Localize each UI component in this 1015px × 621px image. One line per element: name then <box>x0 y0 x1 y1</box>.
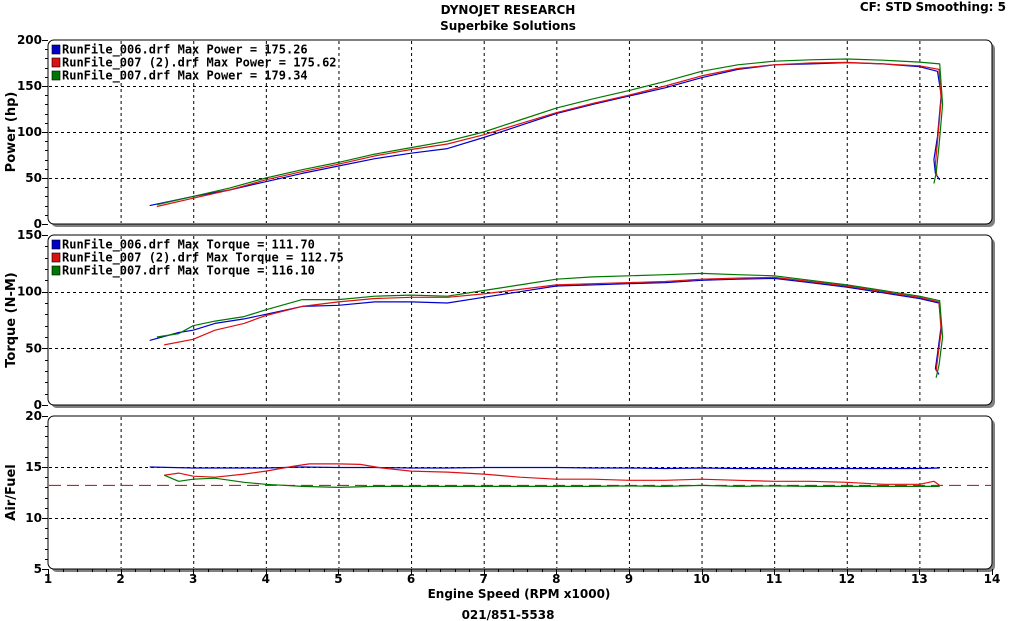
power-legend-entry: RunFile_006.drf Max Power = 175.26 <box>62 43 308 58</box>
torque-legend-swatch <box>51 265 61 276</box>
footer-phone: 021/851-5538 <box>462 608 555 621</box>
chart-title: DYNOJET RESEARCH <box>441 3 576 17</box>
power-ytick-label: 100 <box>17 125 42 139</box>
x-tick-label: 5 <box>334 572 342 586</box>
x-tick-label: 14 <box>984 572 1001 586</box>
airfuel-ytick-label: 5 <box>34 562 42 576</box>
power-ytick-label: 200 <box>17 33 42 47</box>
power-series-run_007 <box>156 58 944 206</box>
torque-ytick-label: 0 <box>34 398 42 412</box>
airfuel-ytick-label: 10 <box>25 511 42 525</box>
x-tick-label: 10 <box>693 572 710 586</box>
x-tick-label: 9 <box>625 572 633 586</box>
x-tick-label: 4 <box>262 572 270 586</box>
torque-series-run_007 <box>156 272 944 378</box>
x-tick-label: 8 <box>552 572 560 586</box>
torque-ytick-label: 150 <box>17 228 42 242</box>
torque-panel: 0 50 100 150 Torque (N-M) RunFile_006.drf Max… <box>4 228 995 412</box>
x-tick-label: 3 <box>189 572 197 586</box>
power-legend-swatch <box>51 70 61 81</box>
airfuel-ytick-label: 20 <box>25 409 42 423</box>
chart-subtitle: Superbike Solutions <box>440 19 576 33</box>
airfuel-series-run_007_2 <box>164 463 941 486</box>
power-ytick-label: 0 <box>34 217 42 231</box>
smoothing-label: Smoothing: 5 <box>916 0 1007 14</box>
x-axis-label: Engine Speed (RPM x1000) <box>428 587 611 601</box>
torque-series-run_007_2 <box>164 276 942 372</box>
torque-series-run_006 <box>149 277 942 375</box>
power-series-run_007_2 <box>156 61 942 208</box>
correction-factor-label: CF: STD <box>860 0 912 14</box>
torque-legend-swatch <box>51 252 61 263</box>
torque-legend-swatch <box>51 239 61 250</box>
power-y-axis-label: Power (hp) <box>4 92 19 173</box>
torque-ytick-label: 100 <box>17 285 42 299</box>
x-tick-label: 1 <box>44 572 52 586</box>
airfuel-ytick-label: 15 <box>25 460 42 474</box>
torque-legend-entry: RunFile_006.drf Max Torque = 111.70 <box>62 238 315 253</box>
x-tick-label: 7 <box>480 572 488 586</box>
x-tick-label: 12 <box>838 572 855 586</box>
torque-ytick-label: 50 <box>25 341 42 355</box>
power-series-run_006 <box>149 62 942 207</box>
power-legend-swatch <box>51 44 61 55</box>
power-panel: 0 50 100 150 200 Power (hp) RunFile_006.drf Ma… <box>4 33 995 231</box>
torque-y-axis-label: Torque (N-M) <box>4 272 19 367</box>
torque-legend-entry: RunFile_007.drf Max Torque = 116.10 <box>62 264 315 279</box>
power-legend-entry: RunFile_007 (2).drf Max Power = 175.62 <box>62 56 337 71</box>
airfuel-panel-frame <box>47 415 993 570</box>
airfuel-series-run_007 <box>163 474 940 488</box>
power-legend-swatch <box>51 57 61 68</box>
x-tick-label: 2 <box>116 572 124 586</box>
x-tick-label: 11 <box>766 572 783 586</box>
airfuel-y-axis-label: Air/Fuel <box>4 464 19 520</box>
torque-legend-entry: RunFile_007 (2).drf Max Torque = 112.75 <box>62 251 344 266</box>
power-ytick-label: 50 <box>25 171 42 185</box>
x-tick-label: 13 <box>911 572 928 586</box>
power-ytick-label: 150 <box>17 79 42 93</box>
x-tick-label: 6 <box>407 572 415 586</box>
power-legend-entry: RunFile_007.drf Max Power = 179.34 <box>62 69 308 84</box>
